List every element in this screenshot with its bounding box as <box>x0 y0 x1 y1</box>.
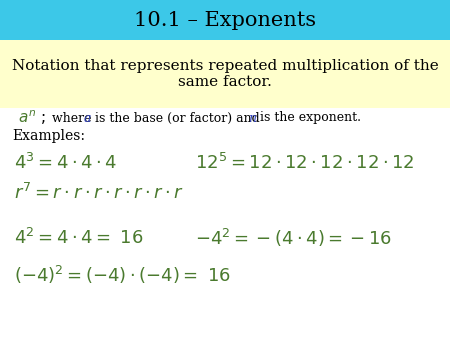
Text: a: a <box>84 112 91 124</box>
Text: is the base (or factor) and: is the base (or factor) and <box>91 112 264 124</box>
Text: Examples:: Examples: <box>12 129 85 143</box>
Text: $(-4)^2 = (-4) \cdot (-4) = \ 16$: $(-4)^2 = (-4) \cdot (-4) = \ 16$ <box>14 264 231 286</box>
Text: $a^n$: $a^n$ <box>18 110 36 126</box>
Text: where: where <box>52 112 95 124</box>
Text: $r^7 = r \cdot r \cdot r \cdot r \cdot r \cdot r \cdot r$: $r^7 = r \cdot r \cdot r \cdot r \cdot r… <box>14 183 184 203</box>
Text: $-4^2 = -(4 \cdot 4) = -16$: $-4^2 = -(4 \cdot 4) = -16$ <box>195 227 392 249</box>
Text: $12^5 = 12 \cdot 12 \cdot 12 \cdot 12 \cdot 12$: $12^5 = 12 \cdot 12 \cdot 12 \cdot 12 \c… <box>195 153 414 173</box>
Text: n: n <box>248 112 256 124</box>
Text: $4^2 = 4 \cdot 4 = \ 16$: $4^2 = 4 \cdot 4 = \ 16$ <box>14 228 144 248</box>
FancyBboxPatch shape <box>0 0 450 40</box>
Text: 10.1 – Exponents: 10.1 – Exponents <box>134 10 316 29</box>
FancyBboxPatch shape <box>0 40 450 108</box>
Text: $;$: $;$ <box>40 111 45 125</box>
Text: $4^3 = 4 \cdot 4 \cdot 4$: $4^3 = 4 \cdot 4 \cdot 4$ <box>14 153 117 173</box>
Text: is the exponent.: is the exponent. <box>256 112 361 124</box>
Text: Notation that represents repeated multiplication of the
same factor.: Notation that represents repeated multip… <box>12 59 438 89</box>
